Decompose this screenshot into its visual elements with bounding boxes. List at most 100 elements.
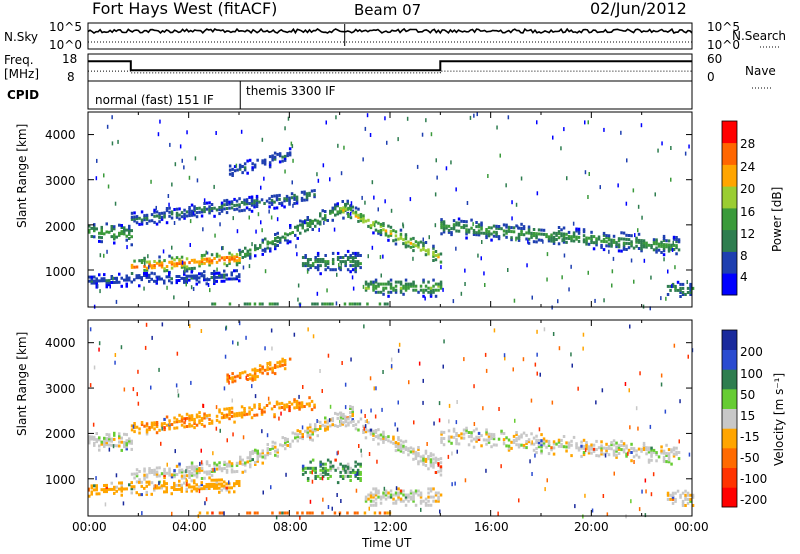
heatmap-cell	[679, 495, 682, 499]
heatmap-cell	[457, 221, 461, 225]
heatmap-cell	[382, 286, 385, 290]
heatmap-noise	[496, 125, 498, 130]
heatmap-cell	[582, 447, 586, 450]
heatmap-noise	[617, 183, 619, 188]
heatmap-cell	[243, 208, 246, 212]
heatmap-noise	[337, 143, 339, 148]
heatmap-cell	[223, 480, 226, 484]
heatmap-cell	[314, 477, 317, 480]
heatmap-cell	[210, 419, 214, 423]
heatmap-cell	[590, 451, 593, 455]
heatmap-cell	[306, 264, 310, 268]
heatmap-cell	[105, 483, 108, 487]
heatmap-cell	[185, 412, 189, 416]
heatmap-cell	[331, 302, 334, 306]
heatmap-cell	[353, 511, 357, 515]
heatmap-cell	[382, 436, 385, 440]
heatmap-cell	[275, 400, 279, 404]
heatmap-cell	[359, 479, 362, 482]
heatmap-cell	[125, 276, 128, 280]
heatmap-cell	[341, 416, 344, 420]
heatmap-cell	[617, 245, 621, 249]
heatmap-cell	[269, 247, 272, 251]
heatmap-cell	[93, 437, 96, 441]
heatmap-cell	[163, 482, 166, 486]
heatmap-noise	[141, 511, 143, 516]
heatmap-noise	[312, 334, 315, 339]
heatmap-noise	[641, 215, 643, 220]
heatmap-cell	[233, 208, 236, 212]
heatmap-cell	[241, 249, 244, 253]
heatmap-noise	[536, 352, 538, 357]
heatmap-cell	[193, 481, 196, 485]
heatmap-cell	[667, 460, 671, 464]
heatmap-cell	[399, 439, 403, 443]
heatmap-noise	[196, 178, 199, 183]
heatmap-noise	[536, 120, 538, 125]
heatmap-cell	[572, 239, 576, 243]
heatmap-cell	[225, 486, 228, 490]
heatmap-cell	[168, 206, 171, 210]
heatmap-cell	[264, 456, 267, 460]
heatmap-cell	[230, 253, 234, 257]
heatmap-cell	[256, 158, 259, 162]
heatmap-cell	[369, 280, 373, 284]
heatmap-cell	[306, 218, 309, 222]
heatmap-cell	[125, 234, 128, 238]
heatmap-cell	[356, 264, 360, 268]
heatmap-cell	[670, 247, 673, 251]
heatmap-cell	[241, 171, 244, 175]
heatmap-cell	[163, 480, 166, 484]
heatmap-cell	[300, 401, 304, 405]
heatmap-cell	[193, 485, 196, 489]
heatmap-cell	[155, 431, 159, 435]
heatmap-cell	[505, 229, 508, 233]
heatmap-cell	[354, 262, 357, 266]
heatmap-noise	[409, 197, 412, 202]
heatmap-cell	[269, 452, 272, 455]
heatmap-cell	[233, 204, 236, 207]
heatmap-noise	[266, 433, 269, 438]
heatmap-noise	[368, 506, 370, 511]
heatmap-cell	[419, 455, 423, 459]
heatmap-cell	[374, 220, 378, 224]
heatmap-cell	[170, 210, 174, 214]
heatmap-cell	[274, 233, 277, 236]
heatmap-cell	[331, 466, 335, 470]
heatmap-cell	[605, 446, 608, 450]
heatmap-cell	[655, 238, 658, 242]
heatmap-cell	[168, 471, 171, 475]
heatmap-cell	[674, 286, 677, 290]
heatmap-noise	[530, 398, 533, 403]
heatmap-cell	[230, 257, 234, 261]
heatmap-cell	[273, 206, 276, 210]
heatmap-cell	[447, 439, 451, 443]
heatmap-cell	[351, 410, 354, 413]
heatmap-cell	[244, 463, 247, 467]
heatmap-noise	[531, 295, 533, 300]
heatmap-noise	[587, 270, 589, 275]
heatmap-cell	[359, 477, 362, 480]
heatmap-cell	[143, 218, 146, 222]
heatmap-noise	[186, 482, 188, 486]
heatmap-cell	[367, 224, 370, 228]
heatmap-cell	[387, 290, 390, 294]
heatmap-cell	[304, 256, 307, 259]
heatmap-cell	[452, 429, 456, 433]
heatmap-cell	[193, 417, 196, 421]
heatmap-cell	[384, 286, 388, 290]
heatmap-cell	[220, 412, 224, 416]
heatmap-cell	[168, 425, 171, 429]
heatmap-cell	[276, 152, 279, 156]
heatmap-cell	[442, 230, 446, 234]
heatmap-cell	[309, 425, 312, 429]
heatmap-cell	[210, 207, 214, 210]
heatmap-cell	[158, 486, 161, 490]
heatmap-cell	[565, 441, 568, 445]
heatmap-cell	[143, 477, 146, 481]
heatmap-cell	[258, 370, 262, 374]
heatmap-cell	[205, 416, 209, 420]
heatmap-cell	[140, 218, 144, 222]
heatmap-cell	[289, 240, 292, 244]
heatmap-cell	[650, 448, 653, 452]
